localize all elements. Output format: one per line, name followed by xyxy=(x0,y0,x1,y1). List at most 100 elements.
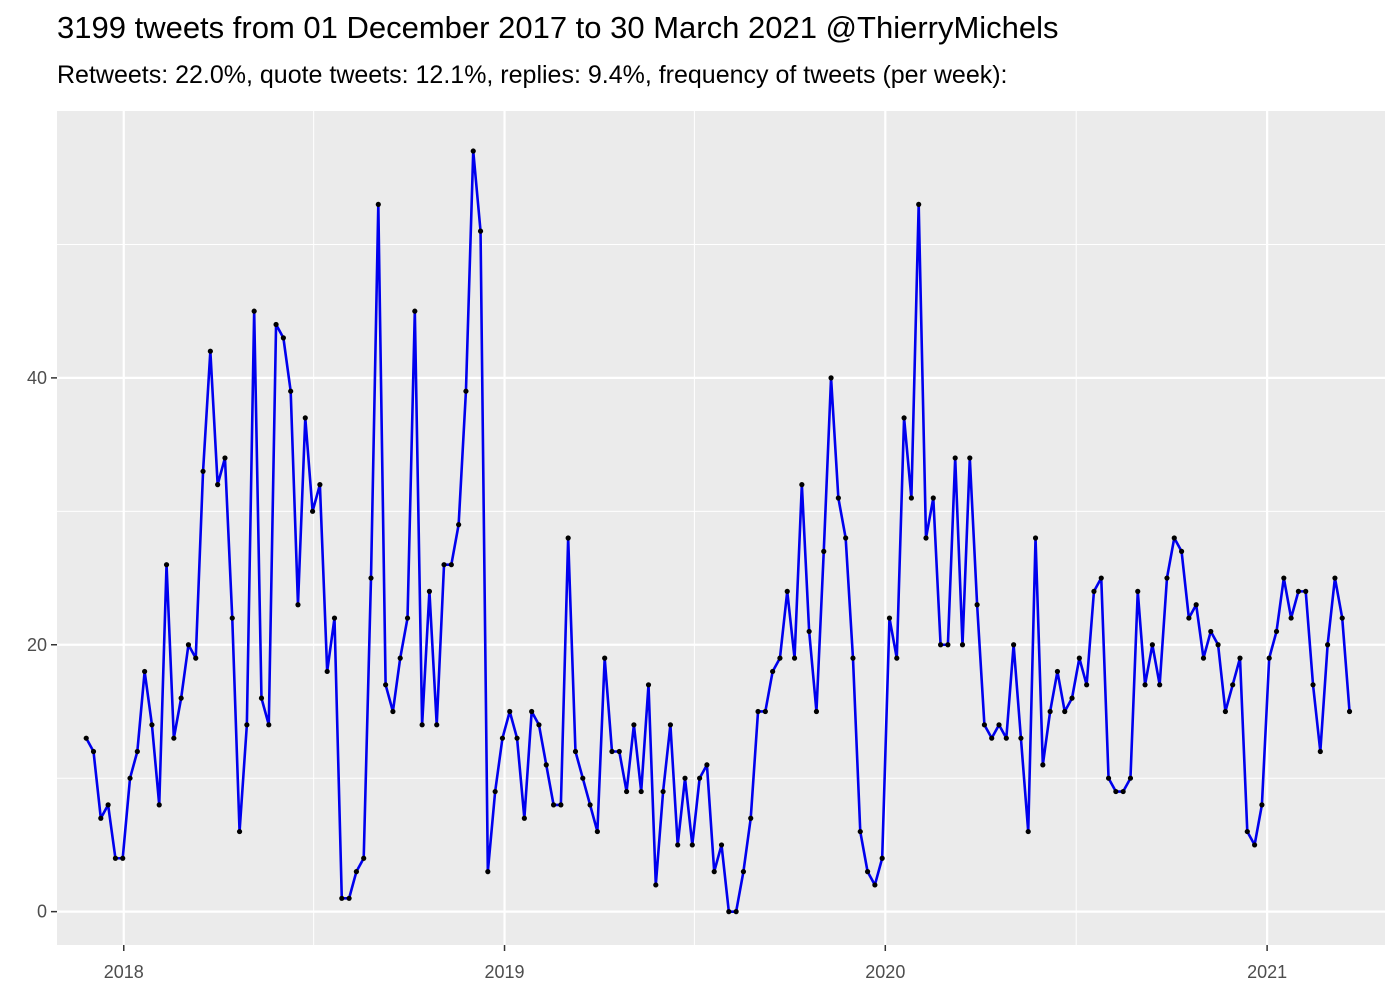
data-point xyxy=(142,668,148,675)
data-point xyxy=(1003,735,1009,741)
data-points xyxy=(83,148,1353,915)
data-point xyxy=(1186,615,1192,621)
y-tick-label: 20 xyxy=(27,635,47,655)
data-point xyxy=(916,201,922,208)
data-point xyxy=(609,748,615,755)
data-point xyxy=(704,762,710,768)
data-point xyxy=(1084,682,1090,688)
data-point xyxy=(981,722,988,728)
data-point xyxy=(1346,708,1353,715)
data-point xyxy=(1178,548,1185,554)
data-point xyxy=(974,602,980,608)
data-point xyxy=(1303,588,1309,594)
data-point xyxy=(105,802,111,808)
y-tick-label: 40 xyxy=(27,368,47,388)
data-point xyxy=(1273,628,1280,635)
data-point xyxy=(499,735,506,741)
minor-gridlines xyxy=(57,111,1385,945)
x-tick-label: 2020 xyxy=(865,962,905,982)
x-tick-label: 2018 xyxy=(104,962,144,982)
data-point xyxy=(1325,642,1331,648)
data-point xyxy=(784,588,790,594)
data-point xyxy=(989,735,995,741)
data-point xyxy=(1032,535,1039,541)
data-point xyxy=(901,415,907,421)
data-point xyxy=(967,455,973,461)
data-point xyxy=(200,468,206,474)
data-point xyxy=(302,415,308,421)
data-point xyxy=(309,508,316,514)
data-point xyxy=(740,869,747,875)
data-point xyxy=(791,655,798,661)
data-point xyxy=(390,708,396,715)
data-point xyxy=(565,535,571,541)
y-tick-label: 0 xyxy=(37,902,47,922)
data-point xyxy=(645,682,652,688)
data-point xyxy=(434,722,440,728)
data-point xyxy=(485,869,491,875)
data-point xyxy=(397,655,403,661)
data-point xyxy=(1142,682,1148,688)
data-point xyxy=(850,655,856,661)
series-tweets-per-week xyxy=(85,149,1351,913)
data-point xyxy=(1237,655,1243,661)
data-point xyxy=(448,562,454,568)
data-point xyxy=(1025,828,1031,835)
data-point xyxy=(879,855,885,861)
data-point xyxy=(762,708,768,715)
data-point xyxy=(558,802,564,808)
data-point xyxy=(872,882,878,888)
data-point xyxy=(171,735,177,741)
data-point xyxy=(120,855,126,861)
data-point xyxy=(426,588,433,594)
data-point xyxy=(149,722,155,728)
data-point xyxy=(412,308,418,314)
data-point xyxy=(667,722,674,728)
data-point xyxy=(1317,748,1323,755)
data-point xyxy=(697,775,703,781)
data-point xyxy=(536,722,542,728)
data-point xyxy=(1339,615,1345,621)
data-point xyxy=(675,842,681,848)
data-point xyxy=(514,735,520,741)
data-point xyxy=(1113,788,1119,795)
data-point xyxy=(886,615,893,621)
data-point xyxy=(682,775,688,781)
data-point xyxy=(689,842,695,848)
data-point xyxy=(1135,588,1141,594)
data-point xyxy=(375,201,381,208)
data-point xyxy=(580,775,586,781)
data-point xyxy=(1252,842,1258,848)
data-point xyxy=(1295,588,1302,594)
data-point xyxy=(1215,642,1221,648)
data-point xyxy=(1127,775,1134,781)
data-point xyxy=(346,895,352,901)
data-point xyxy=(1120,788,1126,795)
data-point xyxy=(492,788,498,795)
data-point xyxy=(1018,735,1024,741)
data-point xyxy=(894,655,900,661)
data-point xyxy=(368,575,374,581)
data-point xyxy=(1098,575,1104,581)
data-point xyxy=(207,348,213,354)
data-point xyxy=(163,562,170,568)
data-point xyxy=(813,708,820,715)
data-point xyxy=(1011,642,1017,648)
data-point xyxy=(930,495,936,501)
data-point xyxy=(266,722,272,728)
data-point xyxy=(90,748,97,755)
data-point xyxy=(543,762,549,768)
data-point xyxy=(193,655,199,661)
data-point xyxy=(83,735,89,741)
data-point xyxy=(156,802,162,808)
data-point xyxy=(733,909,739,915)
data-point xyxy=(441,562,447,568)
data-point xyxy=(799,482,805,488)
data-point xyxy=(112,855,119,861)
data-point xyxy=(1149,642,1155,648)
data-point xyxy=(777,655,783,661)
data-point xyxy=(98,815,104,821)
data-point xyxy=(1259,802,1265,808)
data-point xyxy=(185,642,192,648)
